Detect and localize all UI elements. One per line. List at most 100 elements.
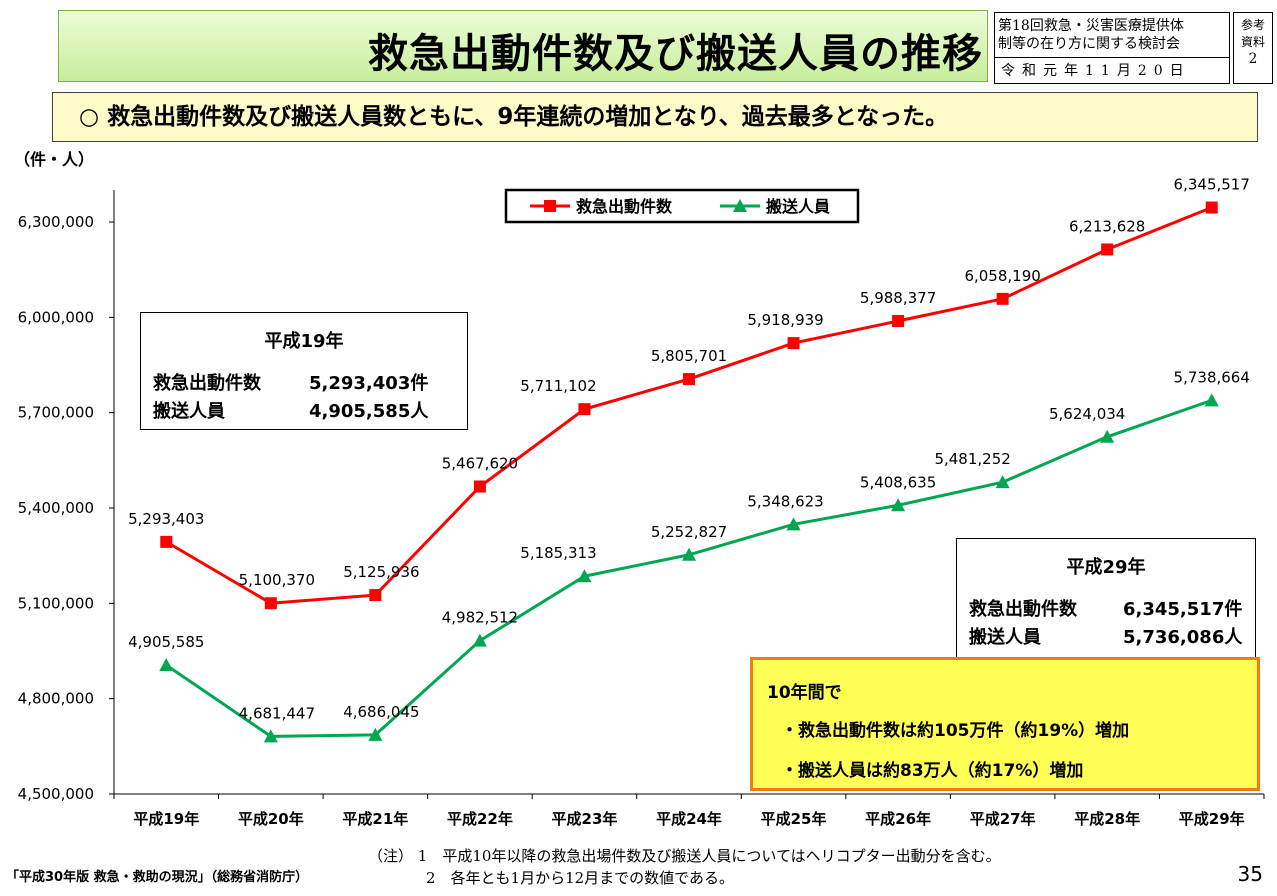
y-tick-label: 6,000,000 <box>18 308 94 326</box>
data-label: 5,624,034 <box>1049 405 1125 423</box>
y-tick-label: 4,800,000 <box>18 690 94 708</box>
data-point <box>995 475 1010 489</box>
data-label: 5,467,620 <box>442 455 518 473</box>
x-tick-label: 平成19年 <box>133 810 199 828</box>
data-label: 5,805,701 <box>651 347 727 365</box>
h19-dispatch-label: 救急出動件数 <box>153 373 261 394</box>
data-label: 5,293,403 <box>128 510 204 528</box>
data-label: 5,185,313 <box>520 544 596 562</box>
data-point <box>996 292 1009 305</box>
data-point <box>1205 201 1218 214</box>
data-label: 6,213,628 <box>1069 217 1145 235</box>
footnote-1: 1 平成10年以降の救急出場件数及び搬送人員についてはヘリコプター出動分を含む。 <box>417 847 1001 865</box>
x-tick-label: 平成21年 <box>342 810 408 828</box>
decade-transport-increase: ・搬送人員は約83万人（約17%）増加 <box>781 761 1084 781</box>
x-tick-label: 平成23年 <box>552 810 618 828</box>
footnote-prefix: （注） <box>368 847 414 865</box>
y-tick-label: 6,300,000 <box>18 213 94 231</box>
reference-number: 2 <box>1248 51 1258 67</box>
data-point <box>263 729 278 743</box>
data-label: 4,982,512 <box>442 609 518 627</box>
x-tick-label: 平成27年 <box>970 810 1036 828</box>
meeting-info-box: 第18回救急・災害医療提供体 制等の在り方に関する検討会 令和元年11月20日 <box>994 12 1230 84</box>
data-point <box>578 403 591 416</box>
data-point <box>472 633 487 647</box>
h29-info-box: 平成29年 救急出動件数 6,345,517件 搬送人員 5,736,086人 <box>956 538 1256 658</box>
x-tick-label: 平成24年 <box>656 810 722 828</box>
data-point <box>892 315 905 328</box>
data-label: 5,125,936 <box>343 563 419 581</box>
summary-banner: ○ 救急出動件数及び搬送人員数ともに、9年連続の増加となり、過去最多となった。 <box>52 92 1258 142</box>
data-label: 5,988,377 <box>860 289 936 307</box>
decade-summary-box: 10年間で ・救急出動件数は約105万件（約19%）増加 ・搬送人員は約83万人… <box>750 657 1260 791</box>
data-point <box>787 337 800 350</box>
legend-label: 救急出動件数 <box>576 197 673 216</box>
data-point <box>264 597 277 610</box>
data-label: 5,738,664 <box>1174 368 1250 386</box>
h29-transport-label: 搬送人員 <box>969 627 1041 648</box>
legend-marker <box>544 200 556 212</box>
legend-label: 搬送人員 <box>766 197 830 216</box>
reference-box: 参考 資料 2 <box>1233 12 1273 84</box>
data-point <box>473 480 486 493</box>
data-label: 5,481,252 <box>934 450 1010 468</box>
data-point <box>682 547 696 561</box>
x-tick-label: 平成28年 <box>1074 810 1140 828</box>
h19-info-title: 平成19年 <box>264 331 344 352</box>
x-tick-label: 平成20年 <box>238 810 304 828</box>
h29-transport-value: 5,736,086人 <box>1123 627 1243 648</box>
data-point <box>159 658 174 672</box>
data-label: 4,681,447 <box>239 704 315 722</box>
data-point <box>577 569 592 583</box>
meeting-date: 令和元年11月20日 <box>995 57 1229 83</box>
data-label: 6,058,190 <box>964 267 1040 285</box>
y-tick-label: 5,400,000 <box>18 499 94 517</box>
data-point <box>1204 393 1219 407</box>
page-title: 救急出動件数及び搬送人員の推移 <box>368 31 983 77</box>
x-tick-label: 平成25年 <box>761 810 827 828</box>
data-label: 5,711,102 <box>520 377 596 395</box>
h29-info-title: 平成29年 <box>1066 557 1146 578</box>
h19-transport-value: 4,905,585人 <box>309 401 429 422</box>
page-number: 35 <box>1237 862 1263 886</box>
footnote-2: 2 各年とも1月から12月までの数値である。 <box>426 869 735 887</box>
footnotes: （注） 1 平成10年以降の救急出場件数及び搬送人員についてはヘリコプター出動分… <box>368 845 1001 889</box>
data-point <box>786 517 801 531</box>
data-point <box>1100 429 1115 443</box>
y-tick-label: 5,100,000 <box>18 594 94 612</box>
reference-label-2: 資料 <box>1240 35 1265 49</box>
legend-marker <box>733 199 747 212</box>
decade-dispatch-increase: ・救急出動件数は約105万件（約19%）増加 <box>781 721 1130 741</box>
h19-info-box: 平成19年 救急出動件数 5,293,403件 搬送人員 4,905,585人 <box>140 312 468 430</box>
decade-heading: 10年間で <box>767 683 842 703</box>
data-point <box>683 373 695 386</box>
title-banner: 救急出動件数及び搬送人員の推移 <box>58 10 988 82</box>
data-label: 6,345,517 <box>1174 176 1250 194</box>
reference-label-1: 参考 <box>1240 18 1265 32</box>
data-point <box>1101 243 1114 256</box>
data-point <box>368 727 383 741</box>
data-point <box>160 535 173 548</box>
legend-box <box>504 188 860 224</box>
data-label: 4,905,585 <box>128 633 204 651</box>
x-tick-label: 平成29年 <box>1179 810 1245 828</box>
y-tick-label: 4,500,000 <box>18 785 94 803</box>
data-label: 5,408,635 <box>860 473 936 491</box>
data-label: 5,918,939 <box>747 311 823 329</box>
h29-dispatch-label: 救急出動件数 <box>969 599 1077 620</box>
y-tick-label: 5,700,000 <box>18 404 94 422</box>
data-label: 5,348,623 <box>747 492 823 510</box>
data-point <box>369 589 382 602</box>
data-label: 4,686,045 <box>343 703 419 721</box>
meeting-name-line1: 第18回救急・災害医療提供体 <box>998 18 1184 34</box>
x-tick-label: 平成22年 <box>447 810 513 828</box>
data-point <box>891 498 906 512</box>
data-label: 5,252,827 <box>651 523 727 541</box>
meeting-name-line2: 制等の在り方に関する検討会 <box>998 36 1180 52</box>
y-axis-unit: （件・人） <box>14 150 95 169</box>
data-label: 5,100,370 <box>239 571 315 589</box>
h19-dispatch-value: 5,293,403件 <box>309 373 429 394</box>
x-tick-label: 平成26年 <box>865 810 931 828</box>
source-citation: 「平成30年版 救急・救助の現況」（総務省消防庁） <box>6 870 309 885</box>
